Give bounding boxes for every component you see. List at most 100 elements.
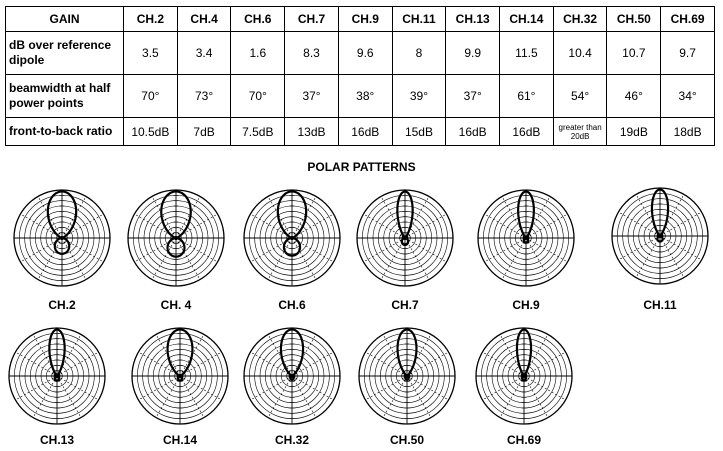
channel-header: CH.14	[499, 6, 554, 32]
channel-header: CH.7	[284, 6, 339, 32]
grid-spoke	[482, 351, 525, 377]
grid-spoke	[382, 375, 408, 418]
radiation-pattern-curve	[515, 328, 533, 382]
table-cell: 39°	[391, 74, 447, 119]
table-row: front-to-back ratio 10.5dB 7dB 7.5dB 13d…	[5, 117, 715, 146]
table-cell: greater than 20dB	[552, 117, 608, 146]
grid-spoke	[659, 235, 702, 261]
table-cell: 37°	[284, 74, 339, 119]
grid-spoke	[267, 334, 293, 377]
radiation-pattern-curve	[48, 328, 66, 382]
grid-spoke	[406, 351, 449, 377]
table-header-row: GAIN CH.2 CH.4 CH.6 CH.7 CH.9 CH.11 CH.1…	[5, 6, 715, 32]
table-cell: 9.9	[445, 30, 501, 76]
grid-spoke	[406, 375, 432, 418]
table-cell: 10.5dB	[123, 117, 178, 146]
polar-pattern-5	[477, 189, 575, 287]
grid-spoke	[56, 351, 99, 377]
table-cell: 8.3	[284, 30, 339, 76]
grid-spoke	[61, 237, 87, 280]
grid-spoke	[291, 196, 317, 239]
table-cell: 54°	[552, 74, 608, 119]
grid-spoke	[523, 351, 566, 377]
table-cell: 9.7	[660, 30, 715, 76]
grid-spoke	[499, 375, 525, 418]
row-label: front-to-back ratio	[5, 117, 124, 146]
polar-pattern-label: CH.69	[506, 433, 541, 447]
table-cell: 8	[391, 30, 447, 76]
grid-spoke	[404, 237, 447, 263]
gain-table: GAIN CH.2 CH.4 CH.6 CH.7 CH.9 CH.11 CH.1…	[5, 6, 715, 146]
grid-spoke	[250, 375, 293, 401]
grid-spoke	[15, 375, 58, 401]
grid-spoke	[291, 375, 334, 401]
grid-spoke	[501, 237, 527, 280]
pattern-center	[524, 236, 528, 240]
grid-spoke	[525, 213, 568, 239]
row-label: beamwidth at half power points	[5, 74, 124, 119]
pattern-center	[658, 234, 662, 238]
polar-pattern-label: CH.6	[278, 298, 306, 312]
table-cell: 7.5dB	[230, 117, 286, 146]
grid-spoke	[363, 213, 406, 239]
radiation-pattern-curve	[396, 328, 418, 381]
grid-spoke	[267, 196, 293, 239]
polar-pattern-1	[13, 189, 111, 287]
pattern-center	[174, 236, 178, 240]
row-label: dB over reference dipole	[5, 30, 124, 76]
polar-pattern-label: CH.9	[512, 298, 540, 312]
grid-spoke	[56, 375, 99, 401]
channel-header: CH.4	[176, 6, 232, 32]
table-cell: 11.5	[499, 30, 554, 76]
radiation-pattern-curve	[650, 188, 670, 243]
table-cell: 19dB	[606, 117, 662, 146]
grid-spoke	[523, 375, 549, 418]
table-cell: 70°	[230, 74, 286, 119]
grid-spoke	[404, 213, 447, 239]
table-cell: 18dB	[660, 117, 715, 146]
grid-spoke	[267, 375, 293, 418]
polar-pattern-label: CH.2	[48, 298, 76, 312]
polar-pattern-6	[611, 187, 709, 285]
table-cell: 16dB	[499, 117, 554, 146]
polar-pattern-7	[8, 327, 106, 425]
channel-header: CH.32	[552, 6, 608, 32]
grid-spoke	[151, 237, 177, 280]
grid-spoke	[365, 351, 408, 377]
grid-spoke	[56, 375, 82, 418]
grid-spoke	[523, 375, 566, 401]
polar-patterns-title: POLAR PATTERNS	[307, 160, 416, 174]
pattern-center	[178, 374, 182, 378]
table-cell: 37°	[445, 74, 501, 119]
gain-header: GAIN	[5, 6, 124, 32]
polar-pattern-label: CH.13	[39, 433, 74, 447]
channel-header: CH.2	[123, 6, 178, 32]
radiation-pattern-curve	[166, 328, 194, 382]
radiation-pattern-curve	[517, 190, 535, 244]
grid-spoke	[525, 237, 568, 263]
polar-pattern-label: CH.7	[391, 298, 419, 312]
pattern-center	[60, 236, 64, 240]
pattern-center	[55, 374, 59, 378]
grid-spoke	[175, 196, 201, 239]
polar-pattern-8	[131, 327, 229, 425]
polar-pattern-label: CH.50	[389, 433, 424, 447]
grid-spoke	[380, 237, 406, 280]
table-cell: 3.4	[176, 30, 232, 76]
pattern-center	[403, 236, 407, 240]
grid-spoke	[291, 237, 317, 280]
grid-spoke	[618, 211, 661, 237]
grid-spoke	[179, 375, 222, 401]
grid-spoke	[179, 351, 222, 377]
channel-header: CH.6	[230, 6, 286, 32]
table-cell: 7dB	[176, 117, 232, 146]
grid-spoke	[291, 351, 334, 377]
table-row: beamwidth at half power points 70° 73° 7…	[5, 74, 715, 119]
table-cell: 16dB	[445, 117, 501, 146]
grid-spoke	[363, 237, 406, 263]
table-cell: 9.6	[337, 30, 393, 76]
grid-spoke	[659, 211, 702, 237]
table-cell: 46°	[606, 74, 662, 119]
polar-pattern-9	[243, 327, 341, 425]
grid-spoke	[37, 237, 63, 280]
